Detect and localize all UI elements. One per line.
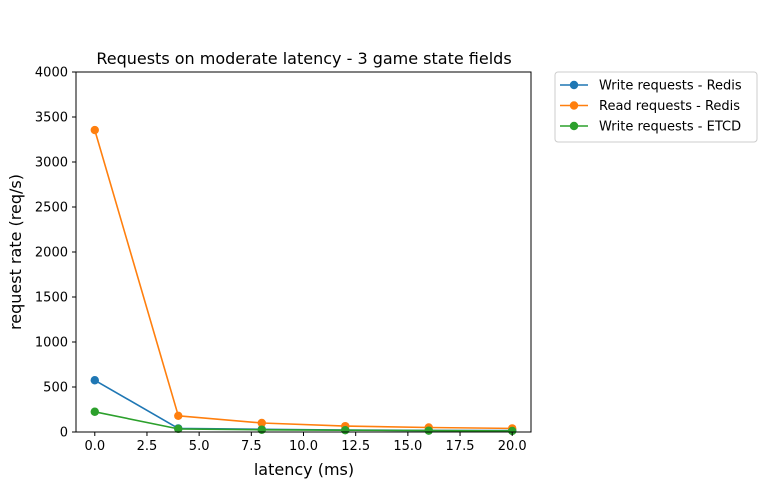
legend-marker-1 (569, 101, 579, 110)
y-tick-label-3: 1500 (35, 291, 68, 306)
data-point-1-0 (90, 125, 99, 135)
x-tick-label-3: 7.5 (241, 439, 262, 454)
series-line-1 (94, 129, 513, 430)
legend-label-2: Write requests - ETCD (599, 120, 741, 135)
y-tick-label-4: 2000 (35, 246, 68, 261)
data-point-1-1 (174, 411, 183, 420)
y-tick-label-6: 3000 (35, 156, 68, 171)
data-point-0-0 (90, 376, 99, 385)
y-axis-label: request rate (req/s) (6, 174, 25, 330)
legend-marker-0 (569, 80, 579, 90)
legend-label-1: Read requests - Redis (599, 99, 740, 114)
data-point-2-3 (341, 426, 350, 435)
series-line-2 (94, 411, 513, 432)
data-point-2-4 (424, 426, 433, 435)
legend-label-0: Write requests - Redis (599, 79, 742, 94)
y-tick-label-0: 0 (60, 426, 68, 441)
chart-title: Requests on moderate latency - 3 game st… (96, 49, 511, 68)
data-point-2-0 (90, 407, 99, 416)
y-tick-label-5: 2500 (35, 201, 68, 216)
x-tick-label-6: 15.0 (393, 439, 422, 454)
legend-box (554, 71, 758, 143)
data-point-2-1 (174, 424, 183, 434)
data-point-2-2 (257, 425, 266, 434)
legend: Write requests - Redis Read requests - Re… (554, 71, 758, 143)
y-tick-label-1: 500 (43, 381, 68, 396)
data-point-1-2 (257, 418, 266, 428)
x-tick-label-2: 5.0 (189, 439, 210, 454)
x-tick-label-4: 10.0 (289, 439, 318, 454)
x-tick-label-5: 12.5 (341, 439, 370, 454)
data-point-2-5 (508, 426, 517, 436)
legend-marker-2 (569, 121, 579, 131)
x-tick-label-8: 20.0 (498, 439, 527, 454)
plot-area (90, 125, 517, 436)
x-tick-label-7: 17.5 (446, 439, 475, 454)
x-axis-label: latency (ms) (254, 460, 354, 479)
x-tick-label-1: 2.5 (137, 439, 158, 454)
axes: 0.0 2.5 5.0 7.5 10.0 12.5 15.0 17.5 20.0 0 500 1000… (35, 66, 532, 454)
y-tick-label-7: 3500 (35, 111, 68, 126)
y-tick-label-2: 1000 (35, 336, 68, 351)
x-tick-label-0: 0.0 (84, 439, 105, 454)
y-tick-label-8: 4000 (35, 66, 68, 81)
